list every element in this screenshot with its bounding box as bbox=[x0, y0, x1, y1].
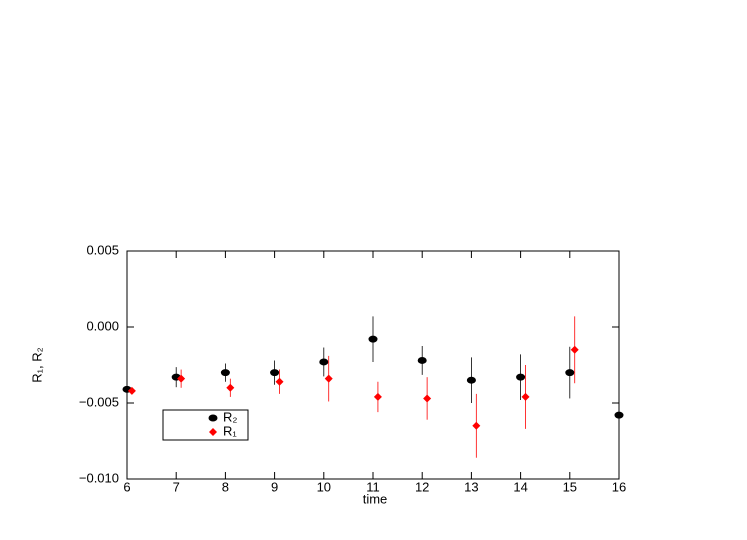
legend-marker bbox=[209, 428, 217, 436]
legend-label: R₁ bbox=[223, 423, 237, 438]
point bbox=[521, 392, 530, 401]
point bbox=[127, 386, 136, 395]
y-tick-label: 0.005 bbox=[86, 242, 119, 257]
x-tick-label: 15 bbox=[563, 479, 577, 494]
y-tick-label: 0.000 bbox=[86, 318, 119, 333]
x-tick-label: 11 bbox=[366, 479, 380, 494]
x-tick-label: 7 bbox=[173, 479, 180, 494]
point bbox=[423, 394, 432, 403]
point bbox=[472, 421, 481, 430]
point bbox=[570, 345, 579, 354]
x-tick-label: 14 bbox=[513, 479, 527, 494]
point bbox=[226, 383, 235, 392]
x-tick-label: 16 bbox=[612, 479, 626, 494]
x-tick-label: 13 bbox=[464, 479, 478, 494]
point bbox=[373, 392, 382, 401]
point bbox=[565, 369, 575, 377]
x-tick-label: 10 bbox=[317, 479, 331, 494]
legend-marker bbox=[208, 414, 218, 422]
legend-label: R₂ bbox=[223, 409, 237, 424]
point bbox=[177, 374, 186, 383]
point bbox=[275, 377, 284, 386]
y-axis-label: R₁, R₂ bbox=[29, 347, 44, 382]
x-axis-label: time bbox=[363, 491, 388, 506]
x-tick-label: 8 bbox=[222, 479, 229, 494]
x-tick-label: 6 bbox=[123, 479, 130, 494]
point bbox=[614, 411, 624, 419]
point bbox=[466, 376, 476, 384]
point bbox=[516, 373, 526, 381]
y-tick-label: −0.005 bbox=[79, 394, 119, 409]
point bbox=[417, 356, 427, 364]
plot-frame bbox=[126, 250, 620, 480]
x-tick-label: 9 bbox=[271, 479, 278, 494]
point bbox=[220, 369, 230, 377]
x-tick-label: 12 bbox=[415, 479, 429, 494]
point bbox=[319, 358, 329, 366]
legend-box bbox=[162, 409, 249, 441]
y-tick-label: −0.010 bbox=[79, 470, 119, 485]
point bbox=[270, 369, 280, 377]
point bbox=[324, 374, 333, 383]
point bbox=[368, 335, 378, 343]
